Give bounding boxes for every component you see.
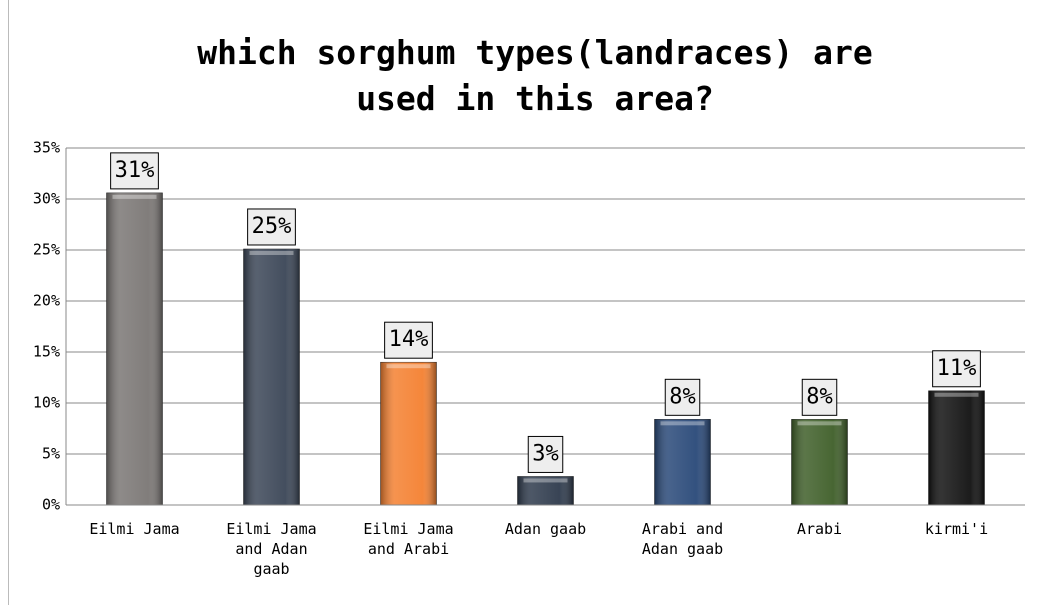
y-tick-label: 25% bbox=[33, 241, 60, 259]
data-label-box bbox=[384, 321, 433, 359]
frame-border bbox=[8, 0, 9, 605]
bar-shade bbox=[517, 476, 574, 505]
bar-cap bbox=[797, 421, 842, 426]
bar-cap bbox=[386, 364, 431, 369]
y-tick-label: 20% bbox=[33, 292, 60, 310]
bar-shade bbox=[243, 248, 300, 506]
bar-cap bbox=[249, 250, 294, 255]
x-tick-label: Adan gaab bbox=[504, 520, 587, 538]
data-label: 8% bbox=[806, 384, 833, 409]
data-label: 14% bbox=[389, 327, 429, 352]
y-tick-label: 30% bbox=[33, 190, 60, 208]
bar-shade bbox=[106, 192, 163, 505]
bar-shade bbox=[791, 419, 848, 505]
data-label: 31% bbox=[115, 158, 155, 183]
data-label: 3% bbox=[532, 441, 559, 466]
y-tick-label: 15% bbox=[33, 343, 60, 361]
data-label-box bbox=[664, 378, 701, 416]
bar-shade bbox=[928, 390, 985, 505]
bar-cap bbox=[660, 421, 705, 426]
x-tick-label: Arabi bbox=[796, 520, 843, 538]
y-tick-label: 0% bbox=[42, 496, 60, 514]
bar-cap bbox=[112, 194, 157, 199]
x-tick-label: kirmi'i bbox=[924, 520, 989, 538]
x-tick-label: Eilmi Jama and Arabi bbox=[363, 520, 454, 558]
y-tick-label: 10% bbox=[33, 394, 60, 412]
data-label-box bbox=[527, 435, 564, 473]
y-tick-label: 5% bbox=[42, 445, 60, 463]
data-label-box bbox=[801, 378, 838, 416]
chart-title: which sorghum types(landraces) are used … bbox=[197, 33, 873, 118]
bar-shade bbox=[654, 419, 711, 505]
y-tick-label: 35% bbox=[33, 139, 60, 157]
bar-cap bbox=[934, 392, 979, 397]
x-tick-label: Eilmi Jama and Adan gaab bbox=[226, 520, 317, 578]
data-label: 25% bbox=[252, 214, 292, 239]
data-label-box bbox=[110, 152, 159, 190]
data-label-box bbox=[247, 208, 296, 246]
x-tick-label: Arabi and Adan gaab bbox=[641, 520, 724, 558]
bar-cap bbox=[523, 478, 568, 483]
bar-shade bbox=[380, 362, 437, 505]
data-label-box bbox=[932, 350, 981, 388]
x-tick-label: Eilmi Jama bbox=[89, 520, 180, 538]
data-label: 11% bbox=[937, 356, 977, 381]
data-label: 8% bbox=[669, 384, 696, 409]
